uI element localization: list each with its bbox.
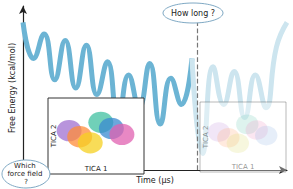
svg-text:TICA 1: TICA 1 [231, 163, 255, 171]
svg-text:force field: force field [7, 170, 44, 178]
svg-text:?: ? [24, 178, 28, 186]
svg-text:TICA 2: TICA 2 [202, 126, 210, 150]
svg-text:Free Energy (kcal/mol): Free Energy (kcal/mol) [8, 43, 17, 133]
svg-text:TICA 2: TICA 2 [50, 125, 58, 149]
svg-text:How long ?: How long ? [171, 9, 215, 18]
svg-text:TICA 1: TICA 1 [84, 165, 108, 173]
svg-text:Which: Which [14, 162, 38, 170]
svg-text:Time (µs): Time (µs) [135, 176, 174, 185]
